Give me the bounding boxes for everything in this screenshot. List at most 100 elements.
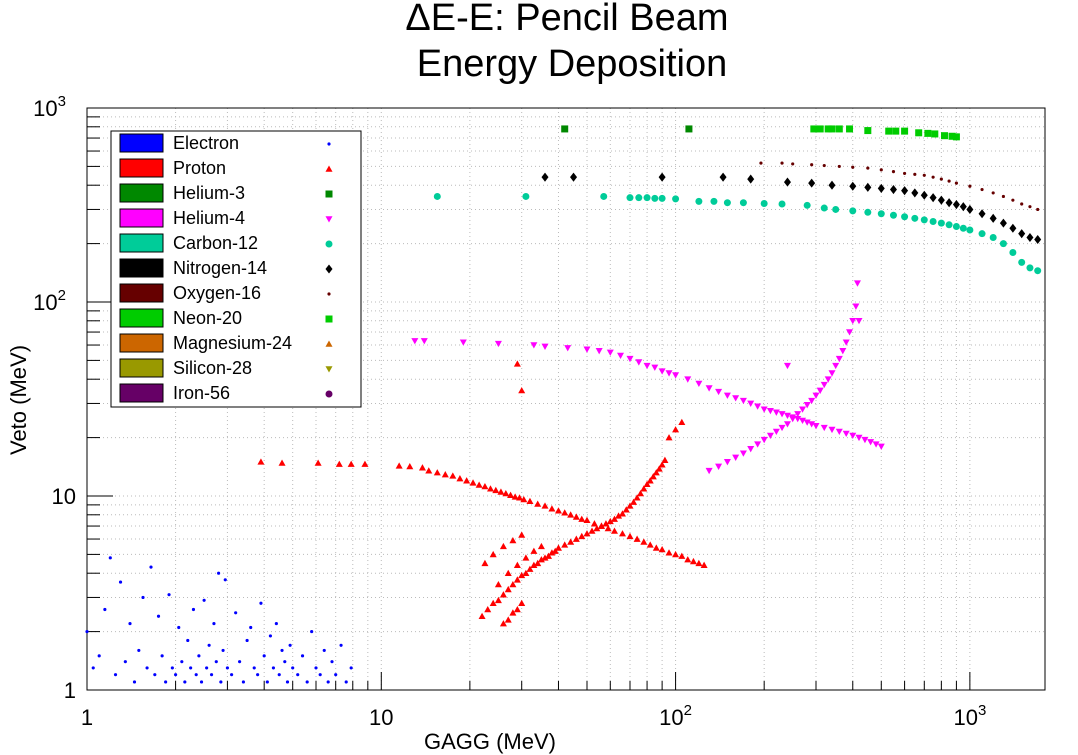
data-point [149, 565, 153, 569]
data-point [330, 660, 334, 664]
data-point [945, 221, 953, 229]
data-point [835, 125, 843, 133]
data-point [646, 477, 654, 484]
data-point [492, 486, 500, 494]
legend-label: Iron-56 [173, 383, 230, 403]
legend-swatch [119, 358, 164, 378]
data-point [97, 654, 101, 658]
data-point [820, 381, 828, 389]
data-point [747, 446, 755, 453]
data-point [989, 234, 997, 242]
data-point [578, 532, 586, 540]
legend-swatch [119, 258, 164, 278]
series-helium-3 [561, 125, 693, 133]
data-point [554, 507, 562, 514]
data-points [85, 125, 1042, 684]
data-point [194, 673, 198, 677]
data-point [583, 530, 591, 537]
data-point [530, 561, 538, 568]
data-point [911, 188, 919, 198]
data-point [766, 407, 774, 415]
legend-marker [327, 292, 331, 296]
data-point [310, 630, 314, 634]
data-point [494, 580, 502, 588]
data-point [597, 522, 605, 529]
data-point [635, 194, 643, 202]
data-point [723, 459, 731, 466]
data-point [695, 197, 703, 205]
data-point [600, 192, 608, 200]
data-point [441, 471, 449, 478]
data-point [791, 162, 795, 166]
data-point [265, 680, 269, 684]
data-point [522, 569, 530, 577]
data-point [475, 481, 483, 488]
data-point [864, 208, 872, 216]
x-tick-label: 1 [81, 705, 93, 730]
data-point [606, 517, 614, 525]
data-point [1009, 223, 1017, 233]
data-point [783, 177, 791, 187]
data-point [947, 179, 951, 183]
data-point [520, 495, 528, 503]
data-point [507, 491, 515, 498]
data-point [618, 530, 626, 537]
data-point [783, 362, 791, 370]
data-point [626, 355, 634, 363]
data-point [772, 409, 780, 416]
data-point [610, 515, 618, 522]
data-point [322, 648, 326, 652]
series-helium-4 [411, 280, 885, 475]
series-carbon-12 [433, 192, 1042, 275]
legend-label: Nitrogen-14 [173, 258, 267, 278]
legend-swatch [119, 233, 164, 253]
legend-swatch [119, 158, 164, 178]
legend-label: Electron [173, 133, 239, 153]
legend-swatch [119, 308, 164, 328]
chart-title-line1: ΔE-E: Pencil Beam [405, 0, 728, 39]
data-point [633, 535, 641, 542]
data-point [494, 596, 502, 604]
legend-marker [325, 340, 333, 347]
data-point [326, 680, 330, 684]
data-point [288, 643, 292, 647]
data-point [551, 547, 559, 554]
data-point [205, 666, 209, 670]
data-point [1026, 232, 1034, 243]
data-point [1011, 198, 1015, 202]
data-point [280, 648, 284, 652]
data-point [167, 593, 171, 597]
data-point [794, 411, 802, 418]
data-point [526, 497, 534, 505]
data-point [197, 654, 201, 658]
data-point [778, 424, 786, 432]
data-point [268, 634, 272, 638]
series-electron [85, 556, 353, 684]
legend-swatch [119, 383, 164, 403]
data-point [583, 516, 591, 524]
data-point [794, 415, 802, 423]
data-point [234, 611, 238, 615]
data-point [672, 372, 680, 379]
data-point [214, 660, 218, 664]
data-point [570, 172, 578, 182]
data-point [922, 173, 926, 177]
data-point [177, 625, 181, 630]
data-point [661, 456, 669, 463]
data-point [954, 181, 958, 185]
data-point [808, 178, 816, 188]
y-tick-label: 102 [33, 287, 66, 315]
legend: Electron Proton Helium-3 Helium-4 Carbon-12 N… [110, 130, 362, 408]
data-point [494, 340, 502, 348]
data-point [118, 580, 123, 584]
data-point [572, 535, 580, 542]
data-point [732, 395, 740, 402]
data-point [766, 432, 774, 440]
legend-marker [325, 190, 333, 198]
legend-marker [325, 165, 333, 172]
data-point [665, 370, 673, 377]
data-point [212, 621, 216, 626]
data-point [929, 193, 937, 203]
data-point [499, 591, 507, 598]
data-point [810, 125, 818, 133]
